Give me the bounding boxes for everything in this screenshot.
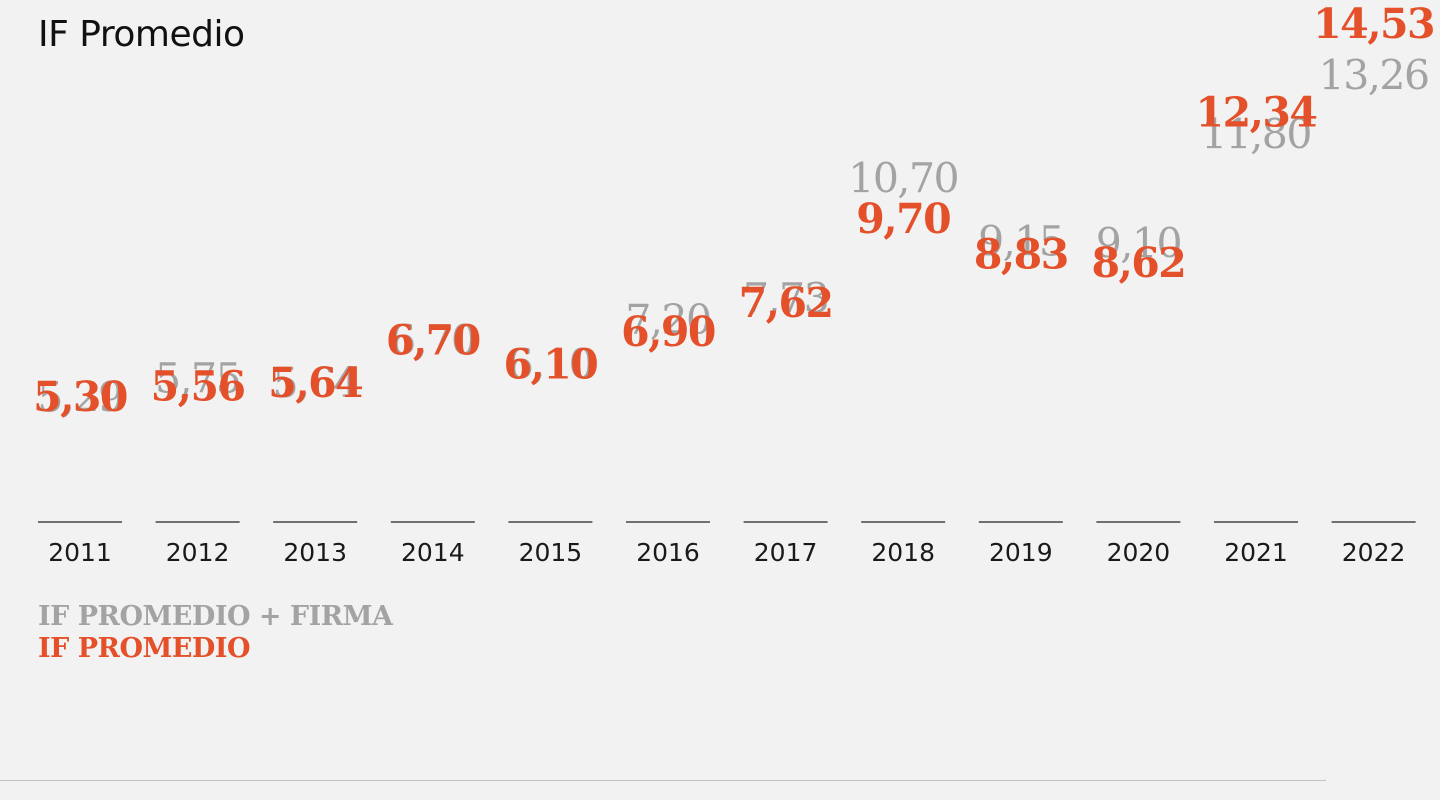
value-label-promedio: 9,70: [856, 195, 950, 243]
year-label: 2011: [48, 538, 112, 567]
value-label-promedio-firma: 13,26: [1319, 51, 1429, 99]
year-label: 2014: [401, 538, 465, 567]
year-label: 2022: [1342, 538, 1406, 567]
year-label: 2021: [1224, 538, 1288, 567]
legend-series-promedio: IF PROMEDIO: [38, 633, 251, 664]
value-label-promedio: 14,53: [1313, 0, 1434, 48]
value-label-promedio-firma: 9,10: [1096, 219, 1181, 267]
value-label-promedio: 7,62: [739, 279, 833, 327]
year-label: 2015: [519, 538, 583, 567]
value-label-promedio-firma: 6,10: [508, 341, 593, 389]
year-label: 2013: [283, 538, 347, 567]
value-label-promedio-firma: 5,75: [155, 355, 240, 403]
value-label-promedio-firma: 9,15: [978, 217, 1063, 265]
value-label-promedio: 6,90: [621, 308, 715, 356]
value-label-promedio: 8,83: [974, 230, 1068, 278]
year-label: 2016: [636, 538, 700, 567]
value-label-promedio-firma: 11,80: [1201, 110, 1311, 158]
value-label-promedio: 12,34: [1196, 88, 1317, 136]
bottom-divider: [0, 780, 1326, 781]
year-label: 2019: [989, 538, 1053, 567]
year-label: 2020: [1107, 538, 1171, 567]
value-label-promedio-firma: 10,70: [848, 155, 958, 203]
year-label: 2018: [871, 538, 935, 567]
value-label-promedio: 8,62: [1091, 239, 1185, 287]
value-label-promedio-firma: 5,64: [273, 359, 359, 407]
value-label-promedio-firma: 7,73: [743, 275, 828, 323]
value-label-promedio: 5,30: [33, 373, 127, 421]
year-label: 2017: [754, 538, 818, 567]
value-label-promedio: 6,10: [503, 341, 597, 389]
year-label: 2012: [166, 538, 230, 567]
value-label-promedio: 5,64: [268, 359, 362, 407]
value-label-promedio-firma: 6,70: [390, 316, 475, 364]
chart-title: IF Promedio: [38, 14, 245, 55]
legend-series-promedio-firma: IF PROMEDIO + FIRMA: [38, 601, 393, 632]
value-label-promedio: 6,70: [386, 316, 480, 364]
value-label-promedio-firma: 5,29: [37, 373, 122, 421]
value-label-promedio: 5,56: [151, 362, 245, 410]
value-label-promedio-firma: 7,20: [625, 296, 710, 344]
